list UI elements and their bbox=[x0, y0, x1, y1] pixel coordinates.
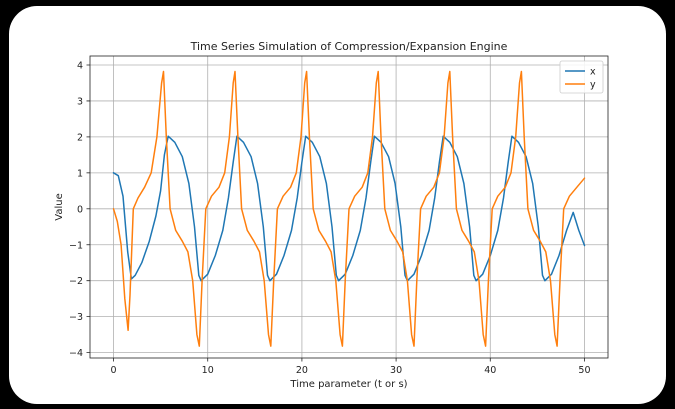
legend: x y bbox=[559, 60, 604, 94]
y-axis-label: Value bbox=[54, 193, 65, 220]
chart-card: 0 10 20 30 40 50 −4 −3 −2 −1 0 1 2 3 4 Time Series Sim… bbox=[9, 6, 666, 404]
legend-label-y: y bbox=[590, 80, 596, 91]
y-tick-label: 3 bbox=[77, 96, 83, 107]
y-tick-label: −4 bbox=[69, 348, 83, 359]
y-tick-label: 1 bbox=[77, 168, 83, 179]
legend-label-x: x bbox=[590, 67, 596, 78]
y-tick-label: −1 bbox=[69, 240, 83, 251]
x-tick-label: 30 bbox=[390, 365, 402, 376]
line-chart: 0 10 20 30 40 50 −4 −3 −2 −1 0 1 2 3 4 Time Series Sim… bbox=[54, 40, 609, 390]
y-tick-label: 0 bbox=[77, 204, 83, 215]
y-tick-label: 2 bbox=[77, 132, 83, 143]
series-layer bbox=[112, 70, 586, 347]
ticks: 0 10 20 30 40 50 −4 −3 −2 −1 0 1 2 3 4 bbox=[69, 60, 591, 376]
plot-frame bbox=[89, 55, 609, 359]
x-axis-label: Time parameter (t or s) bbox=[289, 379, 407, 390]
legend-box bbox=[559, 60, 604, 94]
grid bbox=[90, 56, 608, 358]
x-tick-label: 20 bbox=[296, 365, 308, 376]
y-tick-label: 4 bbox=[77, 60, 83, 71]
series-line-y bbox=[112, 70, 586, 347]
series-line-x bbox=[112, 135, 586, 282]
y-tick-label: −3 bbox=[69, 312, 83, 323]
x-tick-label: 50 bbox=[578, 365, 590, 376]
x-tick-label: 0 bbox=[111, 365, 117, 376]
x-tick-label: 10 bbox=[202, 365, 214, 376]
y-tick-label: −2 bbox=[69, 276, 83, 287]
x-tick-label: 40 bbox=[484, 365, 496, 376]
chart-title: Time Series Simulation of Compression/Ex… bbox=[190, 40, 508, 53]
